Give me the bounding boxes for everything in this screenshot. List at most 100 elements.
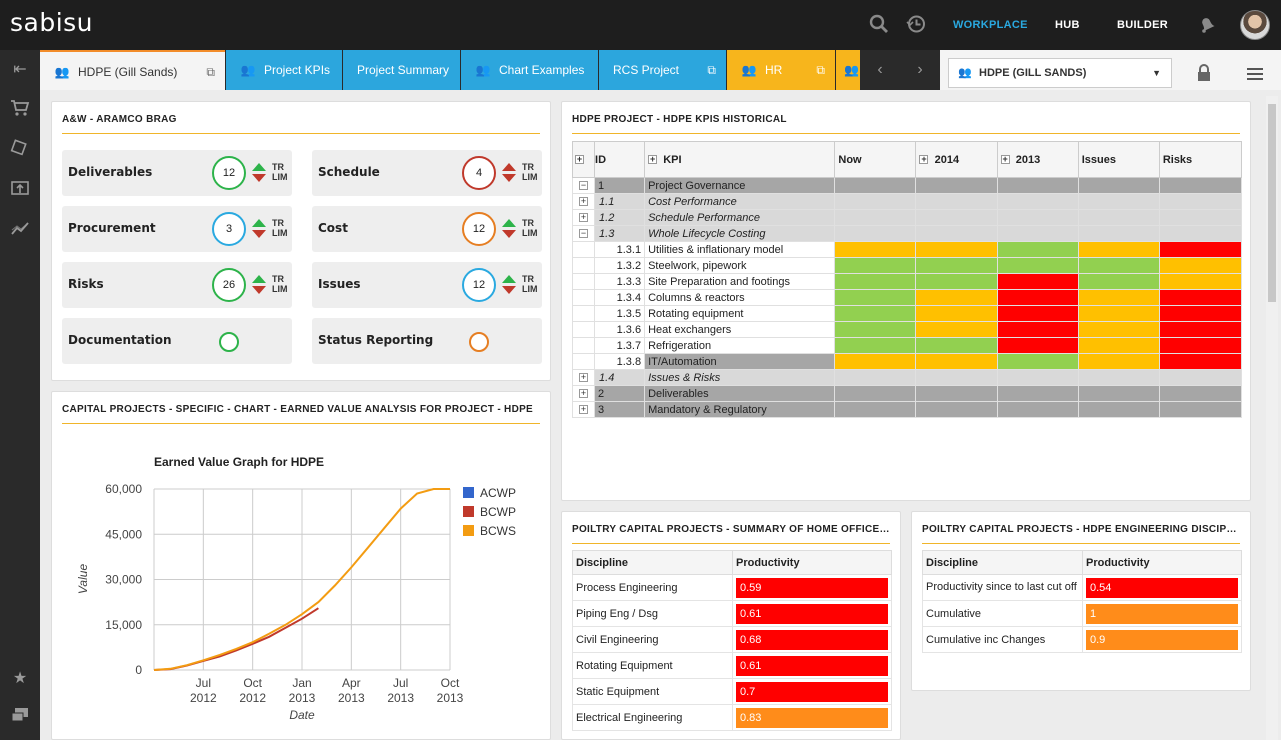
- nav-hub[interactable]: HUB: [1055, 19, 1080, 31]
- row-toggle-cell[interactable]: [571, 337, 596, 354]
- status-cell[interactable]: [1077, 241, 1160, 258]
- table-row[interactable]: +1.2 Schedule Performance: [571, 209, 1243, 226]
- status-cell[interactable]: [1158, 305, 1243, 322]
- row-toggle-cell[interactable]: [571, 353, 596, 370]
- status-cell[interactable]: [1077, 305, 1160, 322]
- table-row[interactable]: Process Engineering 0.59: [572, 574, 892, 601]
- kpi-tile-issues[interactable]: Issues 12 TR LIM: [312, 262, 542, 308]
- table-row[interactable]: Productivity since to last cut off 0.54: [922, 574, 1242, 601]
- status-cell[interactable]: [915, 369, 998, 386]
- workspace-selector[interactable]: 👥 HDPE (GILL SANDS) ▼: [948, 58, 1172, 88]
- table-row[interactable]: Static Equipment 0.7: [572, 678, 892, 705]
- row-toggle-cell[interactable]: [571, 289, 596, 306]
- status-cell[interactable]: [1158, 321, 1243, 338]
- row-toggle-cell[interactable]: [571, 321, 596, 338]
- tab-scroll-left-icon[interactable]: ‹: [877, 61, 883, 78]
- table-row[interactable]: 1.3.5 Rotating equipment: [571, 305, 1243, 322]
- row-toggle-cell[interactable]: [571, 305, 596, 322]
- table-row[interactable]: +1.1 Cost Performance: [571, 193, 1243, 210]
- status-cell[interactable]: [1077, 369, 1160, 386]
- status-cell[interactable]: [996, 241, 1079, 258]
- status-cell[interactable]: [1158, 257, 1243, 274]
- row-toggle-cell[interactable]: −: [571, 177, 596, 194]
- status-cell[interactable]: [1158, 273, 1243, 290]
- status-cell[interactable]: [1077, 289, 1160, 306]
- search-icon[interactable]: [868, 14, 890, 36]
- status-cell[interactable]: [1077, 193, 1160, 210]
- status-cell[interactable]: [996, 385, 1079, 402]
- status-cell[interactable]: [915, 305, 998, 322]
- status-cell[interactable]: [996, 305, 1079, 322]
- status-cell[interactable]: [915, 337, 998, 354]
- table-row[interactable]: Electrical Engineering 0.83: [572, 704, 892, 731]
- status-cell[interactable]: [1077, 225, 1160, 242]
- tab-hr[interactable]: 👥 HR ⧉: [727, 50, 835, 90]
- status-cell[interactable]: [834, 289, 917, 306]
- user-avatar[interactable]: [1240, 10, 1270, 40]
- status-cell[interactable]: [1077, 273, 1160, 290]
- status-cell[interactable]: [1077, 337, 1160, 354]
- kpi-tile-cost[interactable]: Cost 12 TR LIM: [312, 206, 542, 252]
- page-scrollbar[interactable]: [1266, 96, 1278, 740]
- status-cell[interactable]: [915, 353, 998, 370]
- status-cell[interactable]: [996, 193, 1079, 210]
- status-cell[interactable]: [915, 193, 998, 210]
- status-cell[interactable]: [834, 353, 917, 370]
- status-cell[interactable]: [996, 273, 1079, 290]
- status-cell[interactable]: [1158, 241, 1243, 258]
- kpi-tile-risks[interactable]: Risks 26 TR LIM: [62, 262, 292, 308]
- table-row[interactable]: −1 Project Governance: [571, 177, 1243, 194]
- status-cell[interactable]: [834, 337, 917, 354]
- col-2013[interactable]: + 2013: [996, 141, 1079, 178]
- expand-icon[interactable]: +: [579, 404, 589, 415]
- collapse-sidebar-icon[interactable]: ⇤: [13, 61, 27, 78]
- status-cell[interactable]: [915, 177, 998, 194]
- status-cell[interactable]: [996, 209, 1079, 226]
- status-cell[interactable]: [834, 385, 917, 402]
- popout-icon[interactable]: ⧉: [816, 63, 825, 77]
- status-cell[interactable]: [834, 273, 917, 290]
- status-cell[interactable]: [915, 209, 998, 226]
- table-row[interactable]: 1.3.2 Steelwork, pipework: [571, 257, 1243, 274]
- status-cell[interactable]: [996, 177, 1079, 194]
- nav-workplace[interactable]: WORKPLACE: [953, 19, 1028, 31]
- status-cell[interactable]: [834, 177, 917, 194]
- table-row[interactable]: +2 Deliverables: [571, 385, 1243, 402]
- table-row[interactable]: Piping Eng / Dsg 0.61: [572, 600, 892, 627]
- status-cell[interactable]: [1158, 193, 1243, 210]
- tab-rcs-project[interactable]: RCS Project ⧉: [599, 50, 726, 90]
- kpi-tile-deliverables[interactable]: Deliverables 12 TR LIM: [62, 150, 292, 196]
- status-cell[interactable]: [834, 209, 917, 226]
- kpi-tile-schedule[interactable]: Schedule 4 TR LIM: [312, 150, 542, 196]
- status-cell[interactable]: [1158, 225, 1243, 242]
- expand-icon[interactable]: +: [579, 372, 589, 383]
- chat-icon[interactable]: [8, 705, 32, 729]
- table-row[interactable]: +3 Mandatory & Regulatory: [571, 401, 1243, 418]
- tab-chart-examples[interactable]: 👥 Chart Examples: [461, 50, 598, 90]
- status-cell[interactable]: [1158, 369, 1243, 386]
- menu-icon[interactable]: [1247, 68, 1263, 83]
- status-cell[interactable]: [834, 321, 917, 338]
- star-icon[interactable]: ★: [12, 670, 28, 687]
- status-cell[interactable]: [1077, 257, 1160, 274]
- kpi-tile-status-reporting[interactable]: Status Reporting: [312, 318, 542, 364]
- status-cell[interactable]: [1158, 401, 1243, 418]
- status-cell[interactable]: [1158, 289, 1243, 306]
- row-toggle-cell[interactable]: +: [571, 193, 596, 210]
- expand-all-icon[interactable]: +: [575, 154, 584, 165]
- status-cell[interactable]: [915, 225, 998, 242]
- status-cell[interactable]: [996, 321, 1079, 338]
- status-cell[interactable]: [1158, 337, 1243, 354]
- app-logo[interactable]: sabisu: [10, 8, 94, 37]
- status-cell[interactable]: [996, 257, 1079, 274]
- row-toggle-cell[interactable]: +: [571, 401, 596, 418]
- popout-icon[interactable]: ⧉: [707, 63, 716, 77]
- status-cell[interactable]: [834, 193, 917, 210]
- nav-builder[interactable]: BUILDER: [1117, 19, 1168, 31]
- table-row[interactable]: 1.3.3 Site Preparation and footings: [571, 273, 1243, 290]
- status-cell[interactable]: [1077, 385, 1160, 402]
- status-cell[interactable]: [996, 225, 1079, 242]
- table-row[interactable]: 1.3.4 Columns & reactors: [571, 289, 1243, 306]
- collapse-icon[interactable]: −: [579, 180, 589, 191]
- expand-icon[interactable]: +: [579, 388, 589, 399]
